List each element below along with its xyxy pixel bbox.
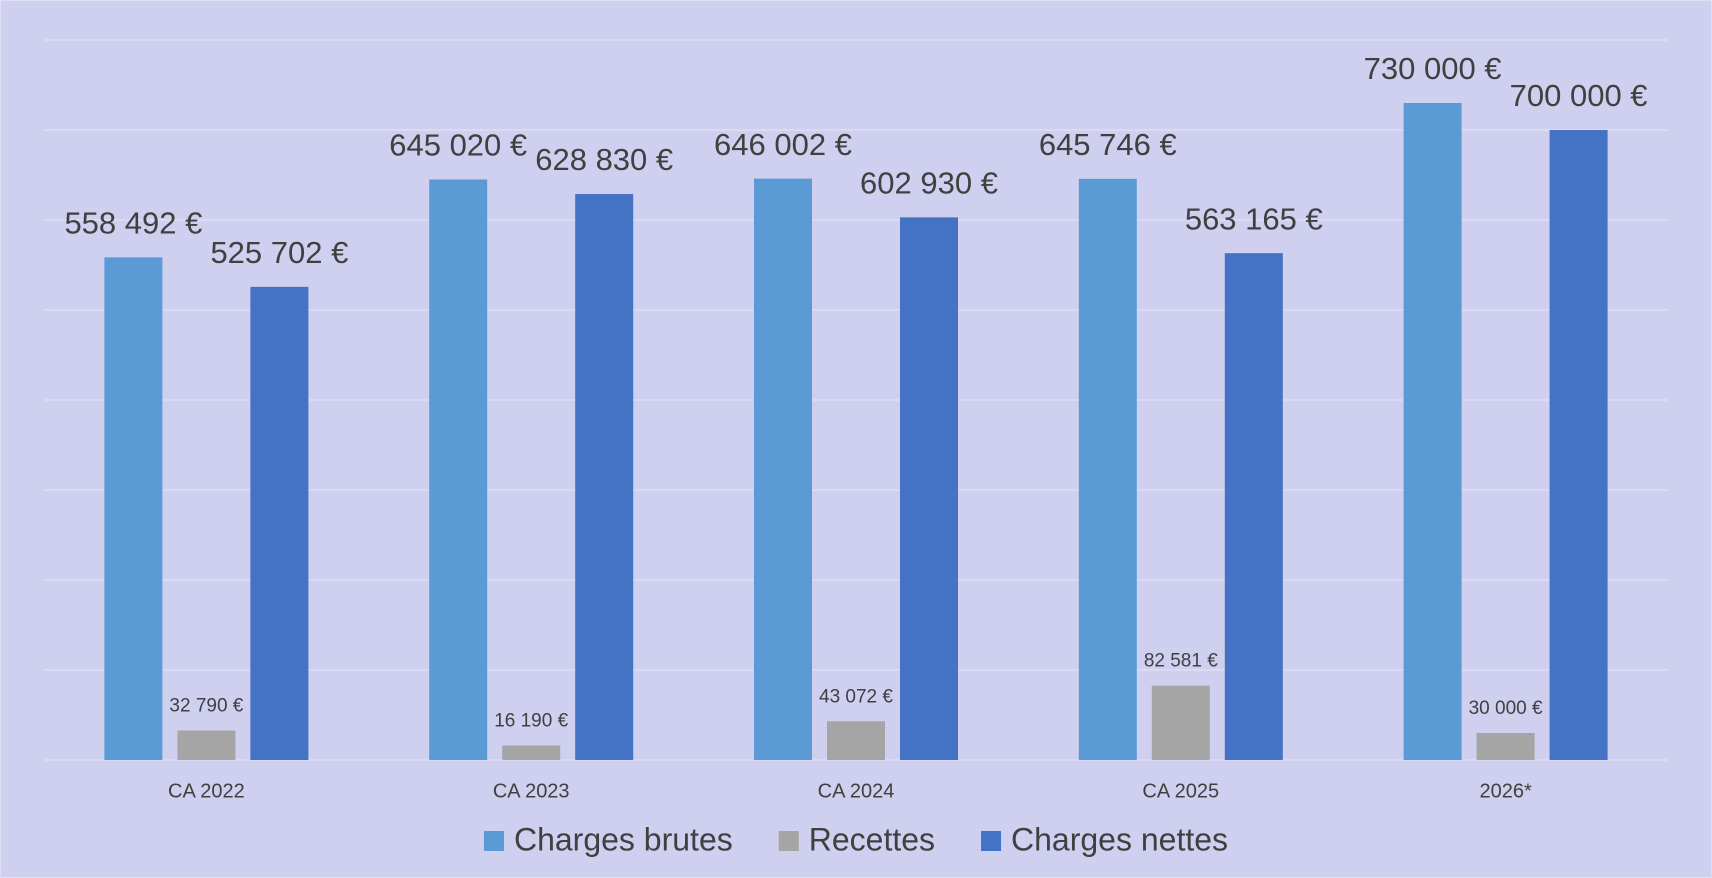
bar xyxy=(1403,103,1462,760)
legend-label: Charges brutes xyxy=(514,821,733,857)
x-tick-label: CA 2025 xyxy=(1142,780,1219,802)
data-label: 32 790 € xyxy=(169,696,243,717)
legend: Charges brutes Recettes Charges nettes xyxy=(483,821,1228,857)
bar xyxy=(827,721,885,760)
legend-swatch xyxy=(981,831,1002,851)
data-label: 30 000 € xyxy=(1469,698,1543,719)
legend-swatch xyxy=(483,831,504,851)
bar xyxy=(104,257,163,760)
data-label: 16 190 € xyxy=(494,710,568,731)
bar xyxy=(1151,685,1210,760)
data-label: 645 020 € xyxy=(389,128,527,163)
x-tick-label: 2026* xyxy=(1479,780,1531,802)
bar xyxy=(177,730,236,760)
data-label: 558 492 € xyxy=(64,206,202,241)
x-tick-label: CA 2024 xyxy=(818,780,895,802)
data-label: 602 930 € xyxy=(860,166,998,201)
bar xyxy=(900,217,958,760)
data-label: 628 830 € xyxy=(535,142,673,177)
data-label: 646 002 € xyxy=(714,127,852,162)
legend-label: Recettes xyxy=(809,821,935,857)
data-label: 700 000 € xyxy=(1510,78,1648,113)
data-label: 43 072 € xyxy=(819,686,893,707)
bar xyxy=(1224,253,1283,761)
legend-label: Charges nettes xyxy=(1011,821,1228,857)
data-label: 645 746 € xyxy=(1039,127,1177,162)
x-tick-label: CA 2023 xyxy=(493,780,570,802)
bar xyxy=(250,286,309,760)
data-label: 563 165 € xyxy=(1185,201,1323,236)
data-label: 82 581 € xyxy=(1144,651,1218,672)
bar xyxy=(1476,733,1535,760)
legend-swatch xyxy=(778,831,799,851)
bar xyxy=(1078,178,1137,760)
bar xyxy=(754,178,812,760)
bar xyxy=(502,745,561,760)
data-label: 525 702 € xyxy=(210,235,348,270)
bar xyxy=(1549,130,1608,760)
x-tick-label: CA 2022 xyxy=(168,780,245,802)
data-label: 730 000 € xyxy=(1364,51,1502,86)
bar xyxy=(429,179,488,760)
bar xyxy=(575,194,634,761)
